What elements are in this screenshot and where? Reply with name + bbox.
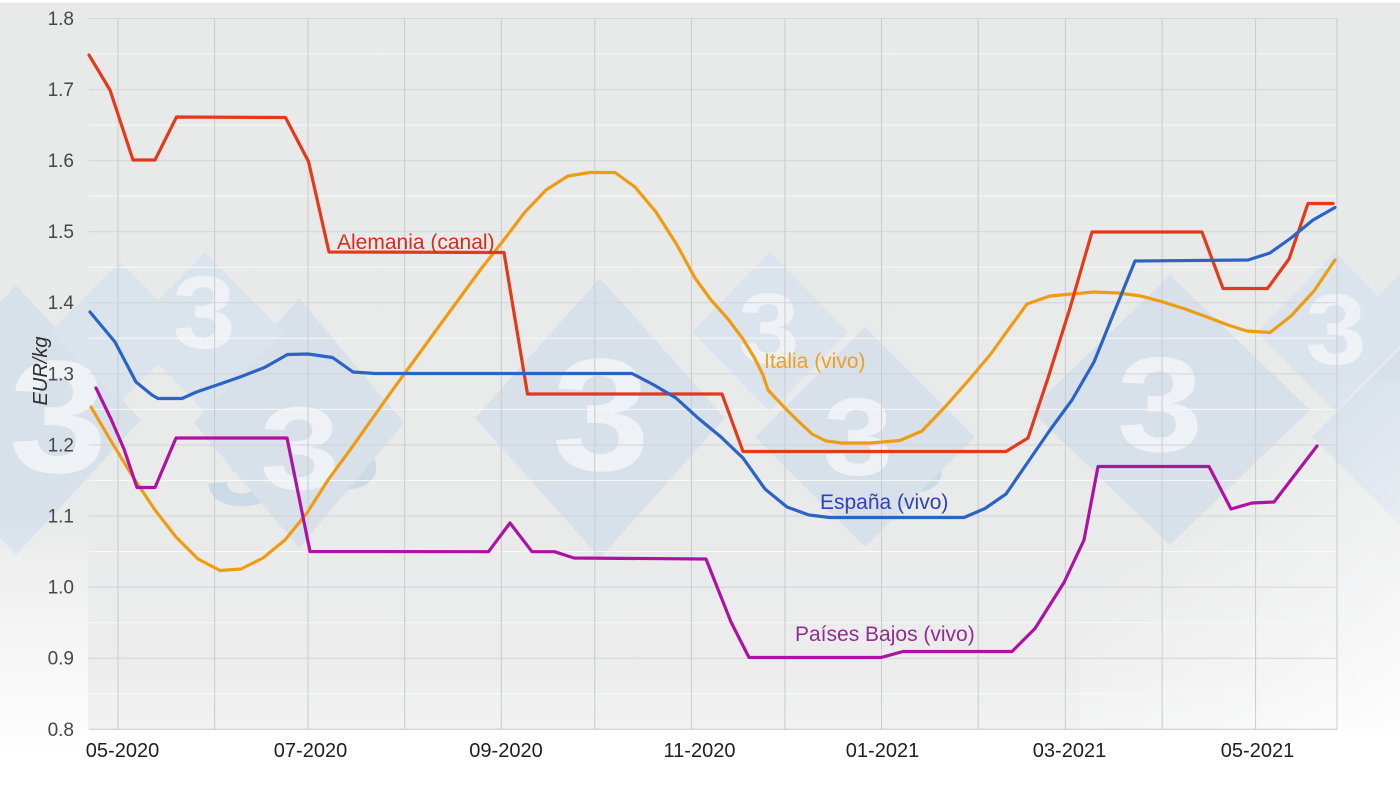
svg-text:03-2021: 03-2021 bbox=[1033, 740, 1106, 762]
svg-text:05-2021: 05-2021 bbox=[1221, 740, 1294, 762]
svg-text:1.4: 1.4 bbox=[48, 293, 75, 314]
svg-text:1.3: 1.3 bbox=[48, 365, 74, 386]
svg-text:1.0: 1.0 bbox=[48, 578, 74, 599]
svg-text:1.5: 1.5 bbox=[48, 222, 74, 243]
svg-text:1.6: 1.6 bbox=[48, 151, 74, 172]
svg-text:España (vivo): España (vivo) bbox=[820, 491, 948, 514]
svg-text:Alemania (canal): Alemania (canal) bbox=[337, 231, 495, 254]
svg-text:09-2020: 09-2020 bbox=[469, 740, 542, 762]
svg-text:1.7: 1.7 bbox=[48, 80, 74, 101]
svg-text:Italia (vivo): Italia (vivo) bbox=[764, 350, 866, 373]
svg-text:3: 3 bbox=[172, 255, 235, 370]
svg-text:Países Bajos (vivo): Países Bajos (vivo) bbox=[795, 623, 975, 646]
svg-text:01-2021: 01-2021 bbox=[846, 740, 919, 762]
svg-text:05-2020: 05-2020 bbox=[86, 740, 159, 762]
svg-text:11-2020: 11-2020 bbox=[664, 740, 736, 762]
svg-text:3: 3 bbox=[260, 382, 340, 514]
svg-text:3: 3 bbox=[1305, 275, 1366, 386]
svg-text:1.8: 1.8 bbox=[48, 9, 74, 30]
svg-text:3: 3 bbox=[552, 325, 650, 504]
svg-text:1.1: 1.1 bbox=[48, 507, 74, 528]
svg-text:3: 3 bbox=[9, 327, 107, 506]
svg-text:1.2: 1.2 bbox=[48, 436, 74, 457]
svg-text:3: 3 bbox=[738, 274, 799, 385]
svg-text:0.9: 0.9 bbox=[48, 649, 74, 670]
svg-text:0.8: 0.8 bbox=[48, 720, 74, 741]
svg-text:EUR/kg: EUR/kg bbox=[30, 337, 52, 406]
svg-text:07-2020: 07-2020 bbox=[274, 740, 347, 762]
